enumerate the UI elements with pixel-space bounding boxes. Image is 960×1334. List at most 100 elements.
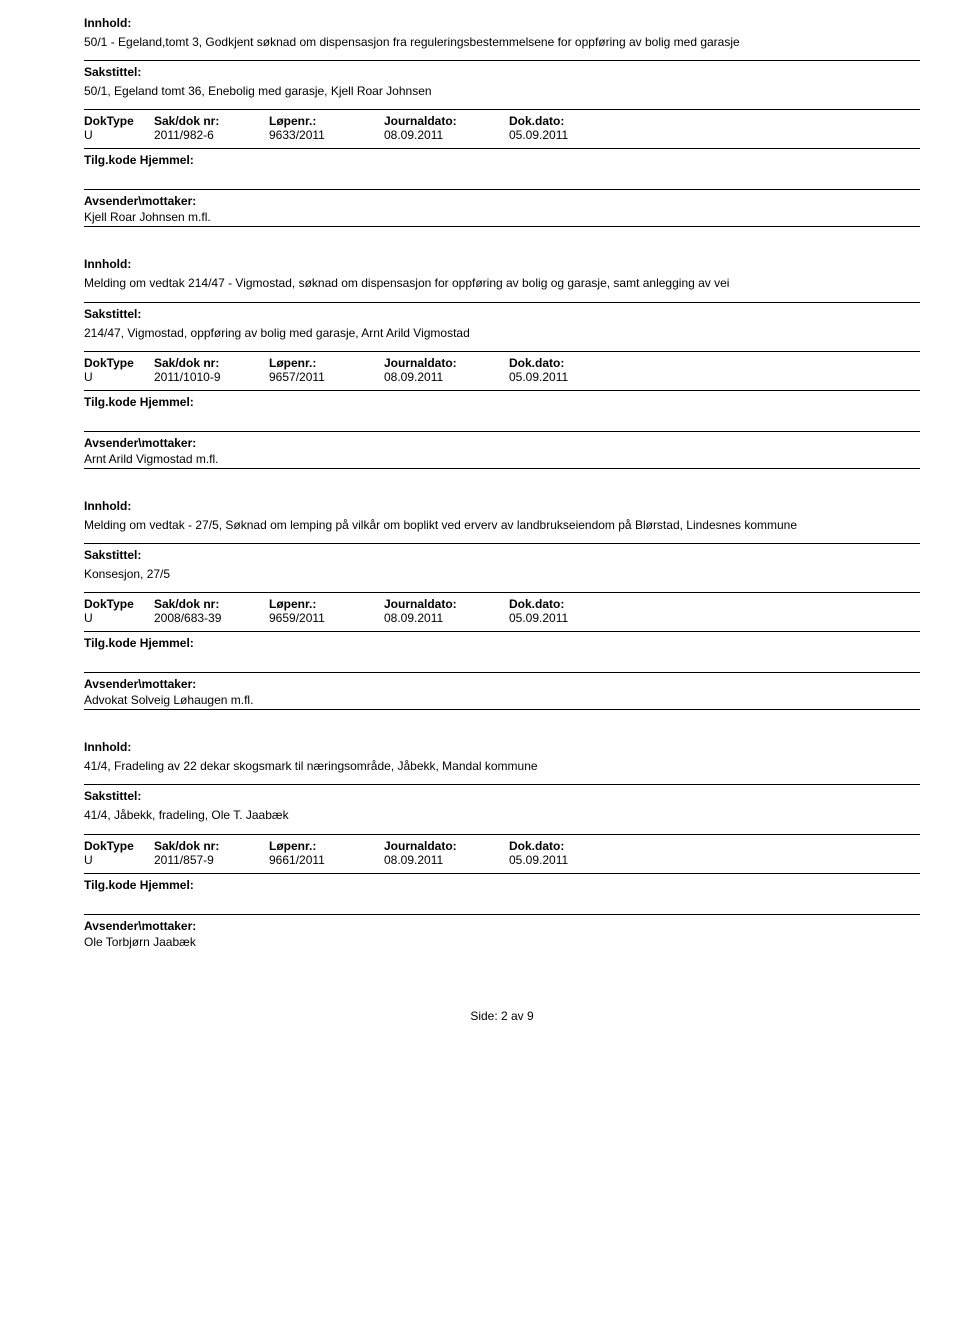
avsender-label: Avsender\mottaker: bbox=[84, 919, 920, 933]
col-lopenr-label: Løpenr.: bbox=[269, 114, 384, 128]
avsender-value: Arnt Arild Vigmostad m.fl. bbox=[84, 452, 920, 466]
innhold-text: 50/1 - Egeland,tomt 3, Godkjent søknad o… bbox=[84, 34, 920, 50]
hjemmel-label: Tilg.kode Hjemmel: bbox=[84, 153, 920, 167]
columns-header: DokType Sak/dok nr: Løpenr.: Journaldato… bbox=[84, 597, 920, 611]
record-block: Innhold: Melding om vedtak - 27/5, Søkna… bbox=[84, 499, 920, 710]
col-doktype-label: DokType bbox=[84, 839, 154, 853]
divider bbox=[84, 302, 920, 303]
divider bbox=[84, 351, 920, 352]
avsender-value: Ole Torbjørn Jaabæk bbox=[84, 935, 920, 949]
col-journal-label: Journaldato: bbox=[384, 839, 509, 853]
record-block: Innhold: Melding om vedtak 214/47 - Vigm… bbox=[84, 257, 920, 468]
avsender-label: Avsender\mottaker: bbox=[84, 436, 920, 450]
columns-header: DokType Sak/dok nr: Løpenr.: Journaldato… bbox=[84, 356, 920, 370]
col-journal-label: Journaldato: bbox=[384, 356, 509, 370]
innhold-label: Innhold: bbox=[84, 257, 920, 271]
columns-header: DokType Sak/dok nr: Løpenr.: Journaldato… bbox=[84, 839, 920, 853]
col-doktype-value: U bbox=[84, 370, 154, 384]
sakstittel-label: Sakstittel: bbox=[84, 307, 920, 321]
col-lopenr-label: Løpenr.: bbox=[269, 356, 384, 370]
col-doktype-value: U bbox=[84, 611, 154, 625]
divider bbox=[84, 784, 920, 785]
col-journal-value: 08.09.2011 bbox=[384, 128, 509, 142]
divider bbox=[84, 468, 920, 469]
col-lopenr-value: 9659/2011 bbox=[269, 611, 384, 625]
hjemmel-label: Tilg.kode Hjemmel: bbox=[84, 636, 920, 650]
divider bbox=[84, 834, 920, 835]
col-saknr-label: Sak/dok nr: bbox=[154, 597, 269, 611]
col-dokdato-value: 05.09.2011 bbox=[509, 128, 634, 142]
divider bbox=[84, 189, 920, 190]
hjemmel-label: Tilg.kode Hjemmel: bbox=[84, 878, 920, 892]
columns-data: U 2011/857-9 9661/2011 08.09.2011 05.09.… bbox=[84, 853, 920, 867]
columns-data: U 2011/1010-9 9657/2011 08.09.2011 05.09… bbox=[84, 370, 920, 384]
divider bbox=[84, 431, 920, 432]
innhold-label: Innhold: bbox=[84, 16, 920, 30]
col-saknr-label: Sak/dok nr: bbox=[154, 356, 269, 370]
col-doktype-value: U bbox=[84, 128, 154, 142]
divider bbox=[84, 873, 920, 874]
page-footer: Side: 2 av 9 bbox=[84, 1009, 920, 1023]
col-journal-label: Journaldato: bbox=[384, 597, 509, 611]
col-dokdato-value: 05.09.2011 bbox=[509, 370, 634, 384]
col-saknr-label: Sak/dok nr: bbox=[154, 114, 269, 128]
col-dokdato-value: 05.09.2011 bbox=[509, 853, 634, 867]
avsender-label: Avsender\mottaker: bbox=[84, 677, 920, 691]
sakstittel-label: Sakstittel: bbox=[84, 65, 920, 79]
innhold-text: Melding om vedtak 214/47 - Vigmostad, sø… bbox=[84, 275, 920, 291]
columns-data: U 2008/683-39 9659/2011 08.09.2011 05.09… bbox=[84, 611, 920, 625]
col-doktype-label: DokType bbox=[84, 597, 154, 611]
col-journal-value: 08.09.2011 bbox=[384, 853, 509, 867]
divider bbox=[84, 914, 920, 915]
col-lopenr-value: 9633/2011 bbox=[269, 128, 384, 142]
col-lopenr-value: 9661/2011 bbox=[269, 853, 384, 867]
divider bbox=[84, 672, 920, 673]
columns-data: U 2011/982-6 9633/2011 08.09.2011 05.09.… bbox=[84, 128, 920, 142]
sakstittel-text: 41/4, Jåbekk, fradeling, Ole T. Jaabæk bbox=[84, 807, 920, 823]
col-journal-label: Journaldato: bbox=[384, 114, 509, 128]
col-doktype-label: DokType bbox=[84, 356, 154, 370]
record-block: Innhold: 41/4, Fradeling av 22 dekar sko… bbox=[84, 740, 920, 948]
divider bbox=[84, 631, 920, 632]
col-saknr-value: 2011/857-9 bbox=[154, 853, 269, 867]
col-dokdato-label: Dok.dato: bbox=[509, 839, 634, 853]
divider bbox=[84, 390, 920, 391]
col-doktype-value: U bbox=[84, 853, 154, 867]
sakstittel-text: 50/1, Egeland tomt 36, Enebolig med gara… bbox=[84, 83, 920, 99]
col-journal-value: 08.09.2011 bbox=[384, 611, 509, 625]
record-block: Innhold: 50/1 - Egeland,tomt 3, Godkjent… bbox=[84, 16, 920, 227]
col-saknr-value: 2008/683-39 bbox=[154, 611, 269, 625]
innhold-text: Melding om vedtak - 27/5, Søknad om lemp… bbox=[84, 517, 920, 533]
sakstittel-text: Konsesjon, 27/5 bbox=[84, 566, 920, 582]
divider bbox=[84, 109, 920, 110]
innhold-label: Innhold: bbox=[84, 499, 920, 513]
sakstittel-label: Sakstittel: bbox=[84, 548, 920, 562]
col-lopenr-value: 9657/2011 bbox=[269, 370, 384, 384]
innhold-text: 41/4, Fradeling av 22 dekar skogsmark ti… bbox=[84, 758, 920, 774]
divider bbox=[84, 226, 920, 227]
divider bbox=[84, 592, 920, 593]
col-doktype-label: DokType bbox=[84, 114, 154, 128]
avsender-value: Kjell Roar Johnsen m.fl. bbox=[84, 210, 920, 224]
sakstittel-text: 214/47, Vigmostad, oppføring av bolig me… bbox=[84, 325, 920, 341]
sakstittel-label: Sakstittel: bbox=[84, 789, 920, 803]
col-lopenr-label: Løpenr.: bbox=[269, 597, 384, 611]
divider bbox=[84, 148, 920, 149]
innhold-label: Innhold: bbox=[84, 740, 920, 754]
divider bbox=[84, 709, 920, 710]
hjemmel-label: Tilg.kode Hjemmel: bbox=[84, 395, 920, 409]
divider bbox=[84, 60, 920, 61]
columns-header: DokType Sak/dok nr: Løpenr.: Journaldato… bbox=[84, 114, 920, 128]
col-saknr-label: Sak/dok nr: bbox=[154, 839, 269, 853]
col-dokdato-label: Dok.dato: bbox=[509, 356, 634, 370]
col-journal-value: 08.09.2011 bbox=[384, 370, 509, 384]
col-dokdato-label: Dok.dato: bbox=[509, 597, 634, 611]
avsender-value: Advokat Solveig Løhaugen m.fl. bbox=[84, 693, 920, 707]
col-lopenr-label: Løpenr.: bbox=[269, 839, 384, 853]
avsender-label: Avsender\mottaker: bbox=[84, 194, 920, 208]
col-dokdato-value: 05.09.2011 bbox=[509, 611, 634, 625]
col-dokdato-label: Dok.dato: bbox=[509, 114, 634, 128]
col-saknr-value: 2011/1010-9 bbox=[154, 370, 269, 384]
divider bbox=[84, 543, 920, 544]
col-saknr-value: 2011/982-6 bbox=[154, 128, 269, 142]
